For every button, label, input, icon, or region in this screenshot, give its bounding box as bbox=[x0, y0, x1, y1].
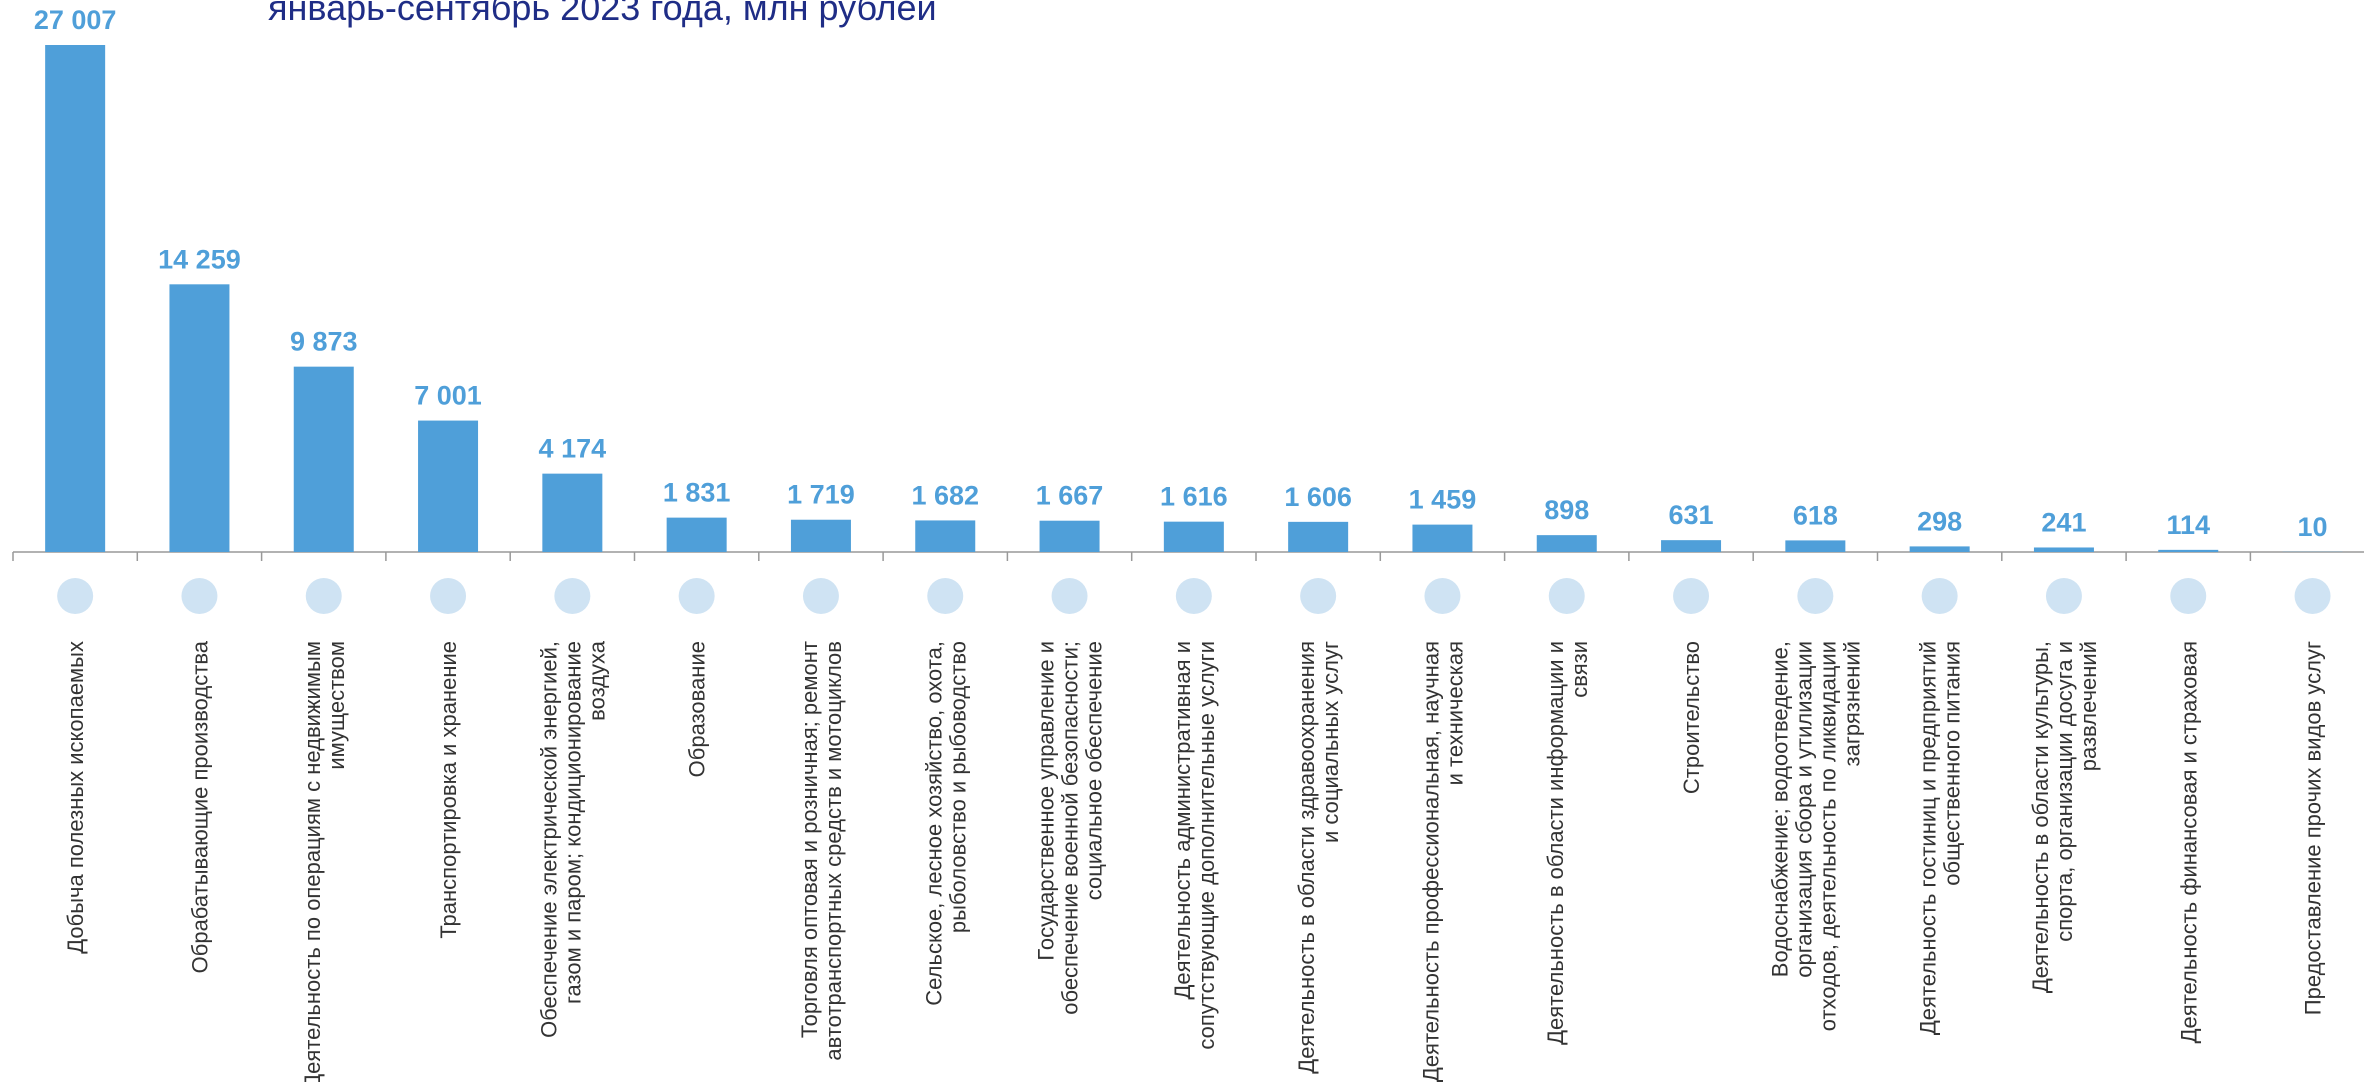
chart-subtitle: январь-сентябрь 2023 года, млн рублей bbox=[268, 0, 937, 28]
category-label: Торговля оптовая и розничная; ремонтавто… bbox=[797, 641, 846, 1061]
category-label: Деятельность профессиональная, научнаяи … bbox=[1418, 641, 1467, 1082]
category-label: Предоставление прочих видов услуг bbox=[2301, 641, 2326, 1015]
category-icon bbox=[927, 578, 964, 614]
category-label: Добыча полезных ископаемых bbox=[63, 641, 88, 954]
bar bbox=[1909, 546, 1970, 552]
category-icon bbox=[181, 578, 218, 614]
value-label: 1 667 bbox=[1036, 481, 1104, 511]
category-label: Деятельность административная исопутству… bbox=[1170, 641, 1219, 1050]
category-icon bbox=[1797, 578, 1834, 614]
bar bbox=[542, 473, 603, 552]
bar bbox=[1536, 535, 1597, 552]
category-label: Обрабатывающие производства bbox=[187, 640, 212, 973]
category-icon bbox=[678, 578, 715, 614]
bar bbox=[1661, 540, 1722, 552]
category-label: Деятельность финансовая и страховая bbox=[2176, 641, 2201, 1043]
value-label: 27 007 bbox=[34, 5, 117, 35]
category-label: Деятельность по операциям с недвижимымим… bbox=[300, 641, 349, 1082]
value-label: 10 bbox=[2298, 512, 2328, 542]
category-icon bbox=[1175, 578, 1212, 614]
category-label: Деятельность в области культуры,спорта, … bbox=[2028, 641, 2101, 993]
bar bbox=[45, 45, 106, 552]
category-label: Образование bbox=[685, 641, 710, 777]
value-label: 618 bbox=[1793, 500, 1838, 530]
value-label: 1 831 bbox=[663, 478, 731, 508]
category-label: Водоснабжение; водоотведение,организация… bbox=[1767, 641, 1864, 1031]
bar bbox=[1163, 521, 1224, 552]
category-icon bbox=[305, 578, 342, 614]
bar bbox=[2033, 547, 2094, 552]
category-icon bbox=[1548, 578, 1585, 614]
bar bbox=[1412, 524, 1473, 552]
category-label: Деятельность в области здравоохраненияи … bbox=[1294, 641, 1343, 1074]
value-label: 4 174 bbox=[539, 434, 607, 464]
category-icon bbox=[1673, 578, 1710, 614]
bar bbox=[1785, 540, 1846, 552]
bar bbox=[1039, 520, 1100, 552]
value-label: 241 bbox=[2041, 507, 2086, 537]
bar bbox=[915, 520, 976, 552]
bar bbox=[790, 519, 851, 552]
value-label: 1 606 bbox=[1284, 482, 1352, 512]
value-label: 1 616 bbox=[1160, 482, 1228, 512]
category-icon bbox=[430, 578, 467, 614]
category-label: Обеспечение электрической энергией,газом… bbox=[536, 640, 609, 1038]
bar bbox=[418, 420, 479, 552]
bar bbox=[666, 517, 727, 552]
category-label: Деятельность гостиниц и предприятийобщес… bbox=[1916, 641, 1965, 1035]
category-icon bbox=[1921, 578, 1958, 614]
bar bbox=[1288, 521, 1349, 552]
value-label: 298 bbox=[1917, 506, 1962, 536]
value-label: 631 bbox=[1669, 500, 1714, 530]
category-label: Сельское, лесное хозяйство, охота,рыболо… bbox=[921, 641, 970, 1006]
category-icon bbox=[2045, 578, 2082, 614]
value-label: 14 259 bbox=[158, 244, 241, 274]
value-label: 1 682 bbox=[911, 480, 979, 510]
category-icon bbox=[1424, 578, 1461, 614]
category-icon bbox=[2170, 578, 2207, 614]
category-icon bbox=[554, 578, 591, 614]
category-label: Строительство bbox=[1679, 641, 1704, 794]
bar bbox=[169, 284, 230, 552]
value-label: 898 bbox=[1544, 495, 1589, 525]
category-label: Транспортировка и хранение bbox=[436, 641, 461, 939]
bar bbox=[293, 366, 354, 552]
value-label: 9 873 bbox=[290, 327, 358, 357]
value-label: 1 719 bbox=[787, 480, 855, 510]
bar bbox=[2158, 549, 2219, 552]
category-icon bbox=[1051, 578, 1088, 614]
value-label: 1 459 bbox=[1409, 485, 1477, 515]
category-icon bbox=[57, 578, 94, 614]
value-label: 114 bbox=[2166, 510, 2210, 540]
category-label: Деятельность в области информации исвязи bbox=[1543, 641, 1592, 1045]
category-icon bbox=[1300, 578, 1337, 614]
value-label: 7 001 bbox=[414, 381, 482, 411]
category-icon bbox=[802, 578, 839, 614]
category-icon bbox=[2294, 578, 2331, 614]
category-label: Государственное управление иобеспечение … bbox=[1034, 641, 1107, 1015]
